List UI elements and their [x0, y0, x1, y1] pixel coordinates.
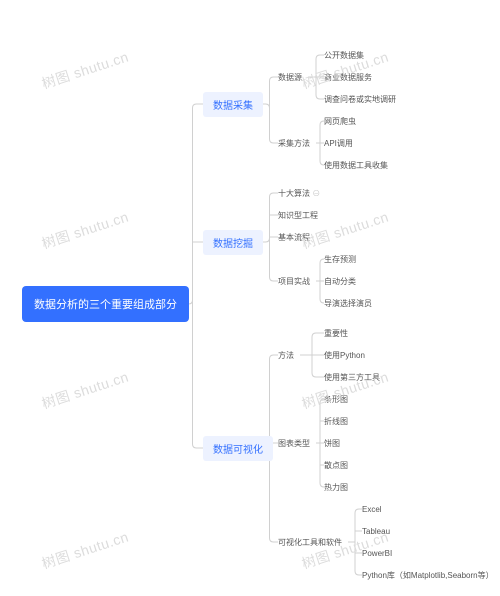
branch-2-child-1-leaf-3[interactable]: 散点图	[324, 460, 348, 471]
branch-0-child-0-leaf-0[interactable]: 公开数据集	[324, 50, 364, 61]
branch-0[interactable]: 数据采集	[203, 92, 263, 117]
branch-2-child-1-leaf-2[interactable]: 饼图	[324, 438, 340, 449]
branch-0-child-0[interactable]: 数据源	[278, 72, 302, 83]
branch-1-child-1[interactable]: 知识型工程	[278, 210, 318, 221]
branch-2-child-2-leaf-3[interactable]: Python库（如Matplotlib,Seaborn等）	[362, 570, 494, 581]
branch-2-child-0-leaf-2[interactable]: 使用第三方工具	[324, 372, 380, 383]
branch-2-child-2[interactable]: 可视化工具和软件	[278, 537, 342, 548]
branch-1-child-2[interactable]: 基本流程	[278, 232, 310, 243]
watermark: 树图 shutu.cn	[39, 367, 131, 414]
branch-0-child-0-leaf-1[interactable]: 商业数据服务	[324, 72, 372, 83]
branch-1-child-3-leaf-0[interactable]: 生存预测	[324, 254, 356, 265]
watermark: 树图 shutu.cn	[39, 47, 131, 94]
branch-0-child-1-leaf-1[interactable]: API调用	[324, 138, 353, 149]
branch-2-child-1-leaf-1[interactable]: 折线图	[324, 416, 348, 427]
branch-2-child-2-leaf-2[interactable]: PowerBI	[362, 549, 392, 558]
branch-2-child-0-leaf-1[interactable]: 使用Python	[324, 350, 365, 361]
branch-0-child-0-leaf-2[interactable]: 调查问卷或实地调研	[324, 94, 396, 105]
branch-1-child-0[interactable]: 十大算法	[278, 188, 320, 199]
branch-2[interactable]: 数据可视化	[203, 436, 273, 461]
watermark: 树图 shutu.cn	[39, 207, 131, 254]
branch-0-child-1[interactable]: 采集方法	[278, 138, 310, 149]
branch-1[interactable]: 数据挖掘	[203, 230, 263, 255]
branch-2-child-2-leaf-0[interactable]: Excel	[362, 505, 382, 514]
branch-2-child-0[interactable]: 方法	[278, 350, 294, 361]
branch-0-child-1-leaf-0[interactable]: 网页爬虫	[324, 116, 356, 127]
branch-2-child-1-leaf-0[interactable]: 条形图	[324, 394, 348, 405]
branch-0-child-1-leaf-2[interactable]: 使用数据工具收集	[324, 160, 388, 171]
branch-2-child-0-leaf-0[interactable]: 重要性	[324, 328, 348, 339]
root-node[interactable]: 数据分析的三个重要组成部分	[22, 286, 189, 322]
branch-1-child-3[interactable]: 项目实战	[278, 276, 310, 287]
branch-2-child-2-leaf-1[interactable]: Tableau	[362, 527, 390, 536]
branch-2-child-1[interactable]: 图表类型	[278, 438, 310, 449]
watermark: 树图 shutu.cn	[39, 527, 131, 574]
branch-2-child-1-leaf-4[interactable]: 热力图	[324, 482, 348, 493]
branch-1-child-3-leaf-1[interactable]: 自动分类	[324, 276, 356, 287]
branch-1-child-3-leaf-2[interactable]: 导演选择演员	[324, 298, 372, 309]
